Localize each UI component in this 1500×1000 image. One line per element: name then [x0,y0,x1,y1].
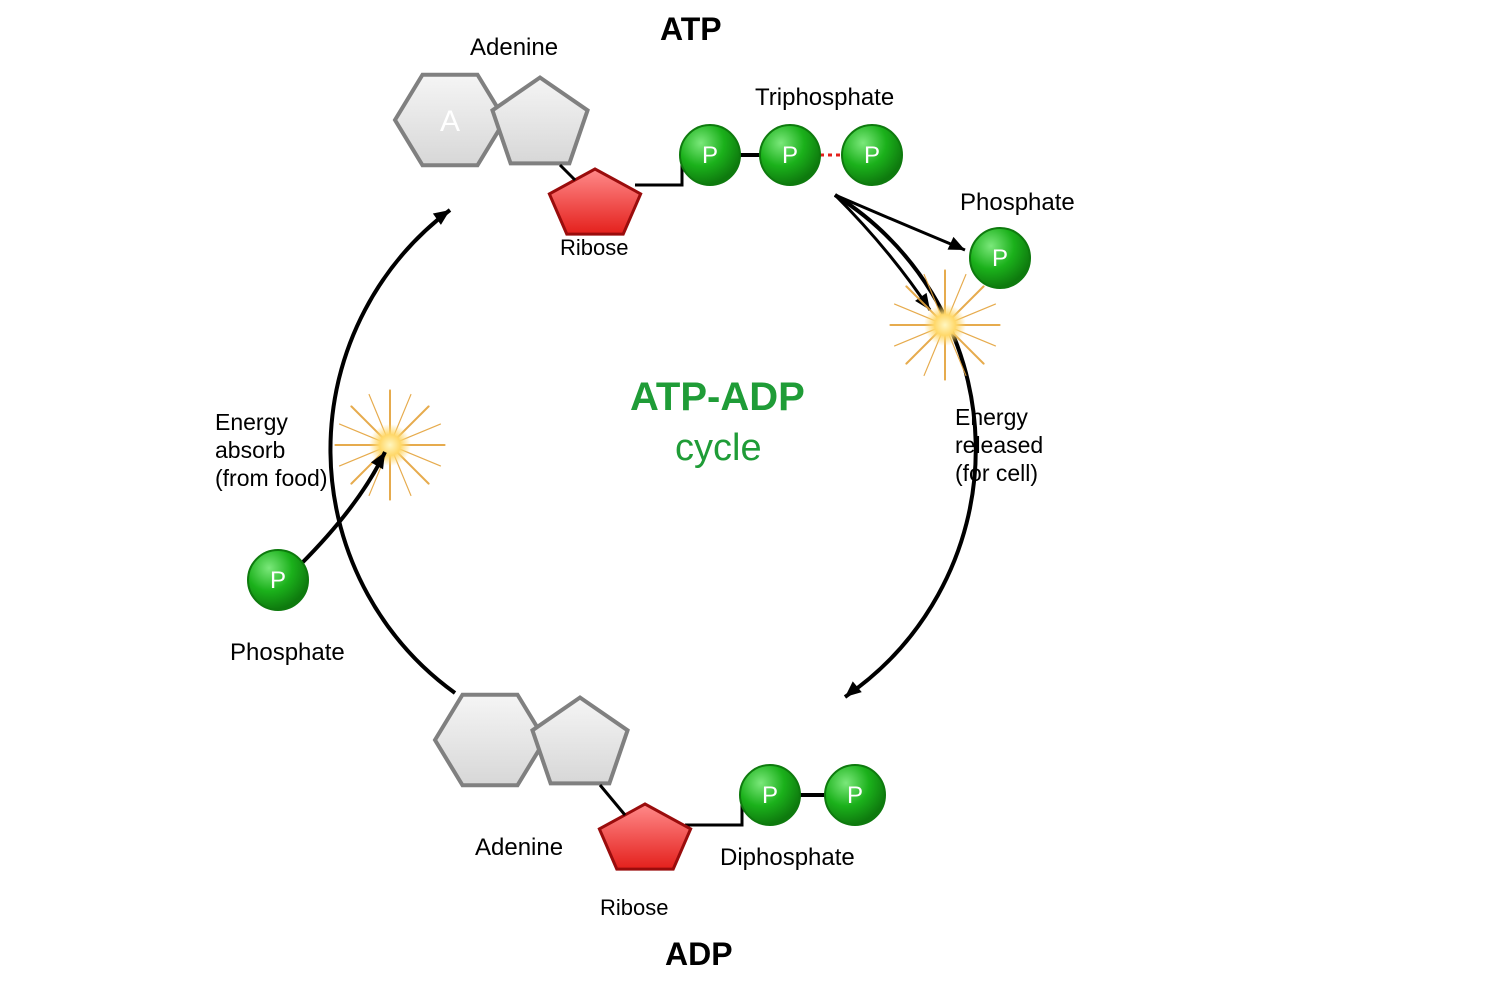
title-line2: cycle [675,427,762,469]
bond-ribose-p1-bot [685,795,742,825]
label-adp: ADP [665,936,733,972]
phosphate-bot-1: P [740,765,800,825]
label-energy-absorb-1: absorb [215,437,285,463]
label-phosphate-in: Phosphate [230,639,345,666]
svg-text:P: P [992,245,1008,272]
label-atp: ATP [660,11,722,47]
label-ribose-bottom: Ribose [600,895,668,920]
adenine-bottom [435,695,628,785]
label-phosphate-out: Phosphate [960,189,1075,216]
phosphate-in: P [248,550,308,610]
energy-burst-release [890,270,999,379]
label-energy-released-0: Energy [955,404,1028,430]
adenine-top: A [395,75,588,165]
phosphate-bot-2: P [825,765,885,825]
atp-adp-cycle-diagram: ATP-ADP cycle P A P P P P P P ATP ADP Adenine Adenine… [0,0,1500,1000]
bond-ribose-p1-top [635,155,682,185]
label-ribose-top: Ribose [560,235,628,260]
label-energy-released-2: (for cell) [955,460,1038,486]
svg-text:P: P [762,782,778,809]
svg-text:P: P [702,142,718,169]
svg-text:P: P [847,782,863,809]
label-energy-released-1: released [955,432,1043,458]
svg-text:P: P [864,142,880,169]
label-adenine-bottom: Adenine [475,834,563,861]
title-line1: ATP-ADP [630,375,805,419]
label-diphosphate: Diphosphate [720,844,855,871]
phosphate-top-3: P [842,125,902,185]
phosphate-top-1: P [680,125,740,185]
ribose-bottom [599,804,690,869]
energy-burst-absorb [335,390,444,499]
svg-text:P: P [270,567,286,594]
label-triphosphate: Triphosphate [755,84,894,111]
ribose-top [549,169,640,234]
svg-text:A: A [440,105,460,138]
phosphate-out: P [970,228,1030,288]
svg-text:P: P [782,142,798,169]
label-energy-absorb-0: Energy [215,409,288,435]
phosphate-top-2: P [760,125,820,185]
label-energy-absorb-2: (from food) [215,465,327,491]
label-adenine-top: Adenine [470,34,558,61]
